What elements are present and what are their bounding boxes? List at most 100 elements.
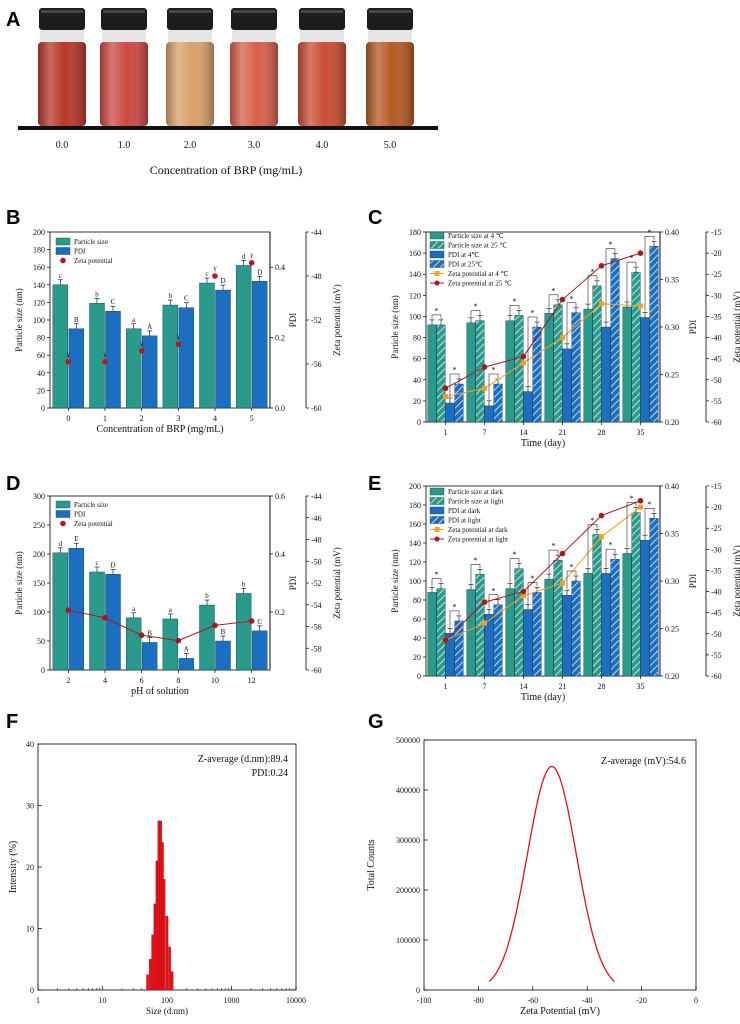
zeta-point xyxy=(212,273,218,279)
bar-pdi xyxy=(105,311,121,409)
zeta-point xyxy=(102,615,108,621)
bar-particle-size xyxy=(52,284,69,409)
panel-label-c: C xyxy=(368,207,382,229)
bar-particle-size-at-light xyxy=(592,534,602,677)
x-tick-label: 28 xyxy=(598,428,606,437)
x-axis-title: Time (day) xyxy=(521,438,565,449)
y-tick-label: 100 xyxy=(33,316,45,325)
x-tick-label: 4 xyxy=(213,414,217,423)
y-tick-label: 80 xyxy=(413,596,421,605)
y-tick-label: 120 xyxy=(33,298,45,307)
zeta-point xyxy=(481,364,488,370)
zeta-point xyxy=(175,637,182,644)
bar-particle-size xyxy=(162,618,179,671)
bar-pdi-at-dark xyxy=(562,595,572,677)
x-tick-label: 12 xyxy=(248,676,256,685)
bar-particle-size xyxy=(89,571,105,671)
bar-pdi-at-light xyxy=(571,580,581,677)
significance-bracket xyxy=(566,570,577,590)
y2-axis-title: PDI xyxy=(688,320,698,335)
x-tick-label: -40 xyxy=(582,996,593,1005)
histogram-bar xyxy=(165,916,169,991)
vial-concentration-label: 3.0 xyxy=(248,140,261,151)
y3-axis-title: Zeta potential (mV) xyxy=(732,545,740,616)
bar-particle-size-at-25- xyxy=(631,271,641,423)
x-tick-label: 14 xyxy=(520,682,528,691)
vial-cap-highlight xyxy=(301,10,343,13)
y-axis-title: Total Counts xyxy=(366,839,377,890)
x-tick-label: 0 xyxy=(694,996,698,1005)
y2-tick-label: 0.20 xyxy=(665,418,679,427)
y-tick-label: 80 xyxy=(413,334,421,343)
significance-star: * xyxy=(609,240,613,249)
y2-tick-label: 0.0 xyxy=(275,404,285,413)
y3-tick-label: -45 xyxy=(711,355,722,364)
zeta-point xyxy=(637,250,644,256)
vial-glass xyxy=(100,42,148,126)
vial-cap-highlight xyxy=(169,10,211,13)
bar-particle-size-at-dark xyxy=(622,553,632,677)
x-tick-label: 1 xyxy=(103,414,107,423)
vial-neck xyxy=(232,30,276,42)
y-tick-label: 150 xyxy=(33,579,45,588)
x-tick-label: 5 xyxy=(250,414,254,423)
y3-axis-title: Zeta potential (mV) xyxy=(332,547,342,618)
significance-bracket xyxy=(587,524,598,568)
significance-letter: b xyxy=(169,292,173,300)
legend-label: PDI at light xyxy=(448,517,481,525)
bar-particle-size-at-light xyxy=(553,559,563,677)
y3-tick-label: -55 xyxy=(711,651,722,660)
y2-tick-label: 0.4 xyxy=(275,263,285,272)
bar-pdi-at-dark xyxy=(601,573,611,677)
zeta-point xyxy=(481,599,488,605)
bar-particle-size xyxy=(125,328,142,409)
y-tick-label: 120 xyxy=(409,291,421,300)
x-tick-label: 28 xyxy=(598,682,606,691)
y-tick-label: 0 xyxy=(417,672,421,681)
bar-particle-size xyxy=(162,304,179,409)
vial-glass xyxy=(166,42,214,126)
y3-tick-label: -35 xyxy=(711,566,722,575)
panel-label-g: G xyxy=(368,711,384,733)
x-tick-label: 10 xyxy=(211,676,219,685)
significance-star: * xyxy=(630,254,634,263)
significance-bracket xyxy=(431,578,442,587)
vial-neck xyxy=(300,30,344,42)
significance-star: * xyxy=(513,297,517,306)
x-axis-title: Concentration of BRP (mg/mL) xyxy=(96,424,223,435)
bar-particle-size-at-4- xyxy=(622,306,632,423)
bar-particle-size-at-dark xyxy=(544,578,554,677)
panel-label-b: B xyxy=(6,207,20,229)
legend-label: PDI at 25℃ xyxy=(448,261,483,269)
y3-tick-label: -60 xyxy=(711,672,722,681)
y-axis-title: Particle size (nm) xyxy=(390,549,400,612)
y-tick-label: 200000 xyxy=(396,886,420,895)
significance-bracket xyxy=(626,502,637,548)
vial-glass xyxy=(230,42,278,126)
x-tick-label: -100 xyxy=(417,996,432,1005)
legend-label: Zeta potential at light xyxy=(448,536,508,544)
legend-label: Particle size at dark xyxy=(448,488,504,496)
y-tick-label: 60 xyxy=(413,615,421,624)
significance-letter: C xyxy=(257,618,262,626)
zeta-point xyxy=(638,303,643,309)
panel-label-f: F xyxy=(6,711,18,733)
significance-star: * xyxy=(435,306,439,315)
y-tick-label: 180 xyxy=(409,228,421,237)
significance-star: * xyxy=(492,366,496,375)
y3-tick-label: -45 xyxy=(711,609,722,618)
y-tick-label: 140 xyxy=(409,270,421,279)
y2-tick-label: 0.35 xyxy=(665,530,679,539)
y-axis-title: Particle size (nm) xyxy=(390,295,400,358)
y-tick-label: 0 xyxy=(417,418,421,427)
y2-tick-label: 0.20 xyxy=(665,672,679,681)
significance-star: * xyxy=(453,602,457,611)
y3-tick-label: -50 xyxy=(311,557,322,566)
bar-pdi xyxy=(178,658,195,671)
significance-bracket xyxy=(566,302,577,343)
bar-particle-size xyxy=(89,303,105,409)
x-tick-label: 4 xyxy=(103,676,107,685)
y-tick-label: 300 xyxy=(33,492,45,501)
significance-star: * xyxy=(435,570,439,579)
vial-neck xyxy=(168,30,212,42)
